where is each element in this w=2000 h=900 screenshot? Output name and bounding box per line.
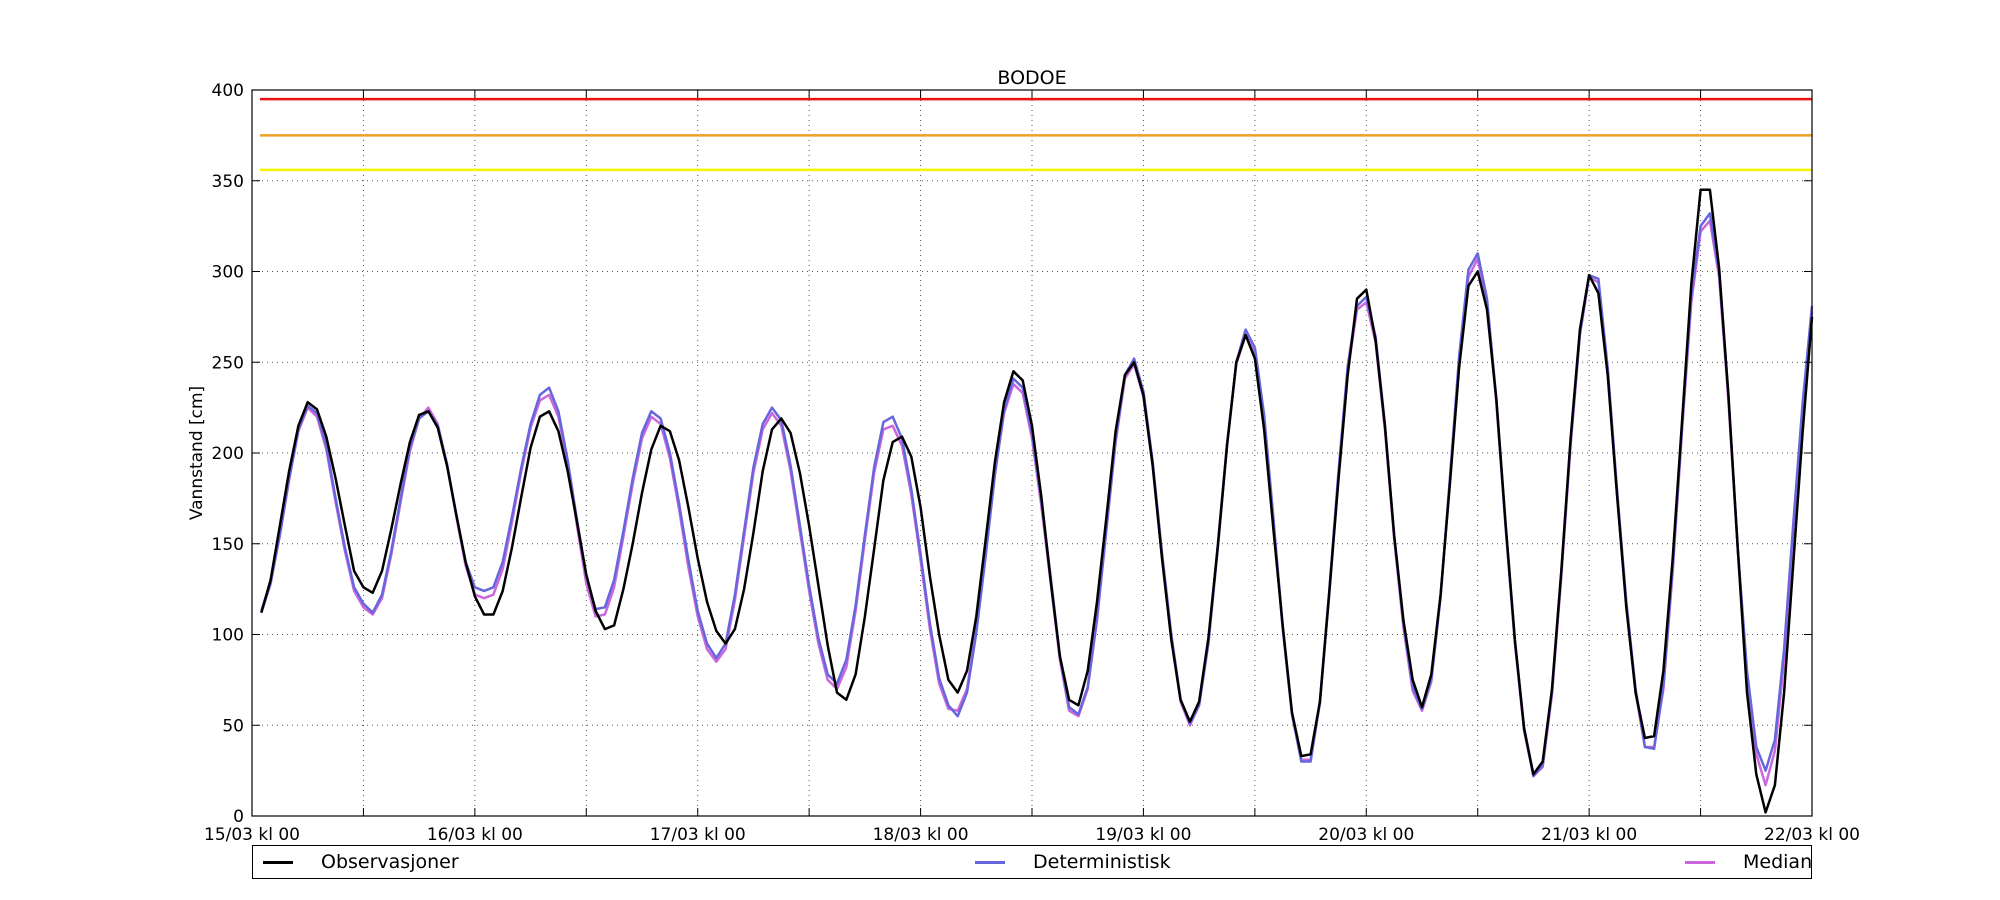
x-tick-label: 20/03 kl 00 xyxy=(1318,825,1414,845)
series-line-observasjoner xyxy=(260,188,1814,814)
legend-item-median: Median xyxy=(1685,846,1812,878)
legend-item-observasjoner: Observasjoner xyxy=(263,846,459,878)
x-tick-label: 17/03 kl 00 xyxy=(650,825,746,845)
x-tick-label: 15/03 kl 00 xyxy=(204,825,300,845)
y-tick-label: 250 xyxy=(212,353,244,373)
legend-label-observasjoner: Observasjoner xyxy=(321,851,459,873)
y-tick-label: 50 xyxy=(222,716,244,736)
y-tick-label: 150 xyxy=(212,535,244,555)
x-tick-label: 22/03 kl 00 xyxy=(1764,825,1860,845)
y-tick-label: 350 xyxy=(212,172,244,192)
series-lines xyxy=(260,188,1814,814)
threshold-lines xyxy=(260,97,1812,172)
legend-swatch-median xyxy=(1685,860,1715,864)
legend-label-deterministisk: Deterministisk xyxy=(1033,851,1171,873)
grid-lines xyxy=(252,90,1812,816)
x-tick-label: 21/03 kl 00 xyxy=(1541,825,1637,845)
y-tick-label: 400 xyxy=(212,81,244,101)
x-axis-ticks: 15/03 kl 00 16/03 kl 00 17/03 kl 00 18/03 k… xyxy=(204,90,1860,845)
y-tick-label: 100 xyxy=(212,626,244,646)
legend-item-deterministisk: Deterministisk xyxy=(975,846,1171,878)
y-tick-label: 300 xyxy=(212,263,244,283)
legend-label-median: Median xyxy=(1743,851,1813,873)
legend-swatch-observasjoner xyxy=(263,860,293,864)
chart-title: BODOE xyxy=(997,67,1066,89)
legend: Observasjoner Deterministisk Median xyxy=(252,845,1812,879)
series-line-median xyxy=(260,219,1814,787)
x-tick-label: 18/03 kl 00 xyxy=(873,825,969,845)
legend-swatch-deterministisk xyxy=(975,860,1005,864)
x-tick-label: 16/03 kl 00 xyxy=(427,825,523,845)
y-axis-ticks: 0 50 100 150 200 250 300 350 400 xyxy=(212,81,1812,827)
y-tick-label: 200 xyxy=(212,444,244,464)
series-line-deterministisk xyxy=(260,212,1814,778)
y-axis-label: Vannstand [cm] xyxy=(187,386,207,520)
x-tick-label: 19/03 kl 00 xyxy=(1095,825,1191,845)
y-tick-label: 0 xyxy=(233,807,244,827)
